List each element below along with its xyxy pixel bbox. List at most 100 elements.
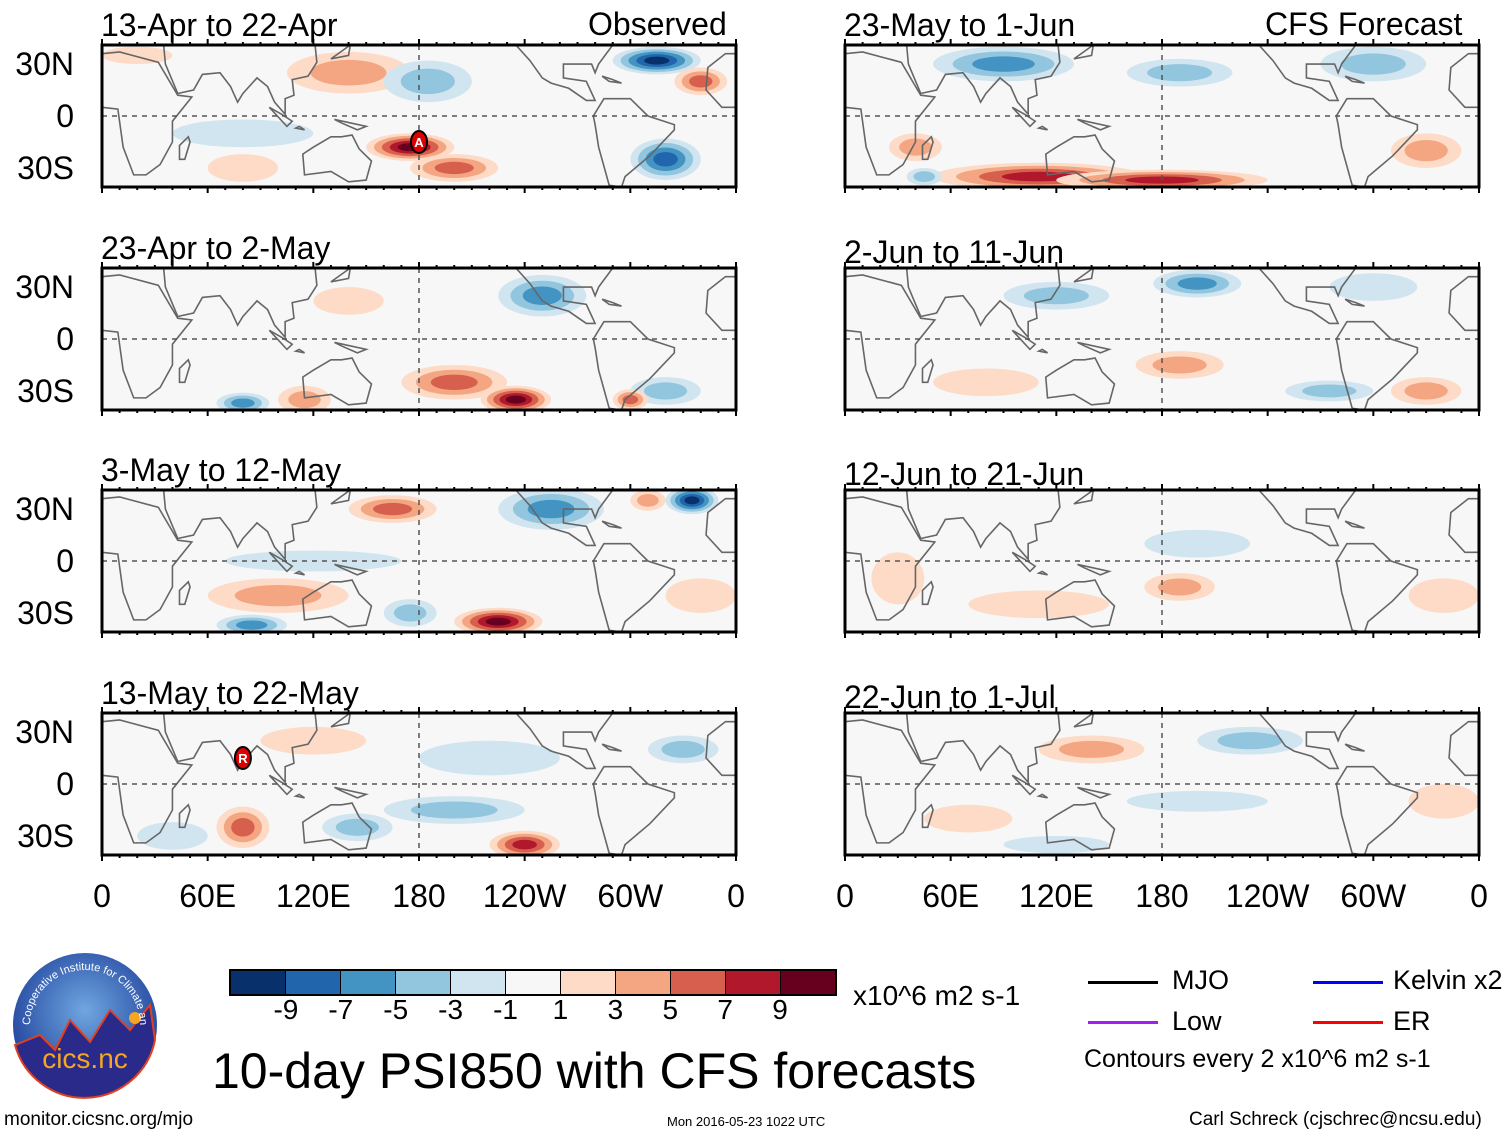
coastline <box>514 45 614 102</box>
coastline <box>601 520 622 529</box>
colorbar-tick-label: -7 <box>328 994 354 1025</box>
anomaly-contour-fill <box>899 138 932 156</box>
lat-tick-label: 30S <box>17 372 74 409</box>
coastline <box>1073 490 1095 505</box>
coastline <box>293 348 305 354</box>
legend-kelvin: Kelvin x2 <box>1393 965 1503 995</box>
anomaly-contour-fill <box>1404 382 1448 400</box>
footer-url[interactable]: monitor.cicsnc.org/mjo <box>4 1109 194 1130</box>
observed-header: Observed <box>588 6 727 42</box>
anomaly-contour-fill <box>968 590 1110 619</box>
panel-title: 3-May to 12-May <box>101 452 342 488</box>
coastline <box>162 268 318 340</box>
anomaly-contour-fill <box>653 152 678 167</box>
colorbar-tick-label: 5 <box>662 994 679 1025</box>
er-line-swatch <box>1313 1021 1383 1024</box>
coastline <box>301 357 373 406</box>
coastline <box>330 490 352 505</box>
coastline <box>1257 268 1357 325</box>
anomaly-contour-fill <box>1126 790 1268 812</box>
coastline <box>1036 125 1048 131</box>
colorbar-swatch <box>616 971 671 994</box>
lat-tick-label: 0 <box>56 766 74 802</box>
panel-title: 22-Jun to 1-Jul <box>844 679 1056 715</box>
anomaly-contour-fill <box>236 620 268 630</box>
coastline <box>178 803 191 829</box>
coastline <box>330 45 352 60</box>
colorbar-tick-label: 3 <box>607 994 624 1025</box>
anomaly-contour-fill <box>137 822 208 850</box>
coastline <box>1344 298 1365 307</box>
anomaly-contour-fill <box>1157 578 1202 596</box>
lon-tick-label: 120W <box>482 878 567 914</box>
legend-mjo: MJO <box>1172 965 1229 995</box>
panel-title: 13-May to 22-May <box>101 675 359 711</box>
lon-tick-label: 180 <box>392 878 446 914</box>
colorbar-swatch <box>671 971 726 994</box>
colorbar-tick-label: -3 <box>438 994 464 1025</box>
coastline <box>1011 329 1037 351</box>
coastline <box>1257 45 1357 102</box>
anomaly-contour-fill <box>234 584 322 607</box>
anomaly-contour-fill <box>430 374 478 390</box>
coastline <box>1335 320 1419 410</box>
cics-logo: Cooperative Institute for Climate and Sa… <box>10 950 157 1099</box>
lon-tick-label: 60W <box>597 878 664 914</box>
coastline <box>592 320 676 410</box>
lat-tick-label: 30N <box>15 714 74 751</box>
coastline <box>905 713 1061 785</box>
coastline <box>301 579 373 628</box>
coastline <box>1077 341 1112 354</box>
anomaly-contour-fill <box>313 287 384 315</box>
legend-er: ER <box>1393 1006 1431 1036</box>
wave-marker-label: A <box>414 135 424 150</box>
coastline <box>1448 497 1479 554</box>
anomaly-contour-fill <box>207 154 279 182</box>
anomaly-contour-fill <box>1404 139 1448 162</box>
colorbar-tick-label: -9 <box>273 994 299 1025</box>
lat-tick-label: 30S <box>17 594 74 631</box>
lon-tick-label: 0 <box>727 878 745 914</box>
coastline <box>268 551 294 573</box>
anomaly-contour-fill <box>1408 784 1479 819</box>
lon-tick-label: 120E <box>275 878 351 914</box>
lon-tick-label: 60E <box>922 878 980 914</box>
map-panel <box>100 262 738 416</box>
coastline <box>1077 563 1112 576</box>
lat-tick-label: 30S <box>17 149 74 186</box>
map-panel <box>100 484 738 638</box>
anomaly-contour-fill <box>1125 176 1199 184</box>
anomaly-contour-fill <box>288 391 321 409</box>
coastline <box>1073 713 1095 728</box>
anomaly-contour-fill <box>644 56 670 65</box>
coastline <box>1335 97 1419 187</box>
coastline <box>921 135 934 161</box>
anomaly-contour-fill <box>1144 529 1251 558</box>
coastline <box>592 542 676 632</box>
coastline <box>178 580 191 606</box>
colorbar-swatch <box>286 971 341 994</box>
anomaly-contour-fill <box>393 604 427 622</box>
coastline <box>1344 520 1365 529</box>
anomaly-contour-fill <box>434 161 474 175</box>
lon-tick-label: 0 <box>836 878 854 914</box>
anomaly-contour-fill <box>1302 384 1357 398</box>
coastline <box>1036 570 1048 576</box>
colorbar-tick-label: -1 <box>493 994 518 1025</box>
coastline <box>921 803 934 829</box>
coastline <box>592 97 676 187</box>
coastline <box>905 490 1061 562</box>
coastline <box>178 358 191 384</box>
coastline <box>1011 551 1037 573</box>
coastline <box>102 719 194 844</box>
coastline <box>102 51 194 176</box>
anomaly-contour-fill <box>231 818 255 837</box>
coastline <box>334 563 369 576</box>
wave-marker <box>233 746 252 771</box>
anomaly-contour-fill <box>1023 287 1089 305</box>
lon-tick-label: 0 <box>93 878 111 914</box>
anomaly-contour-fill <box>505 395 526 404</box>
panel-title: 13-Apr to 22-Apr <box>101 7 338 43</box>
colorbar-swatch <box>781 971 835 994</box>
